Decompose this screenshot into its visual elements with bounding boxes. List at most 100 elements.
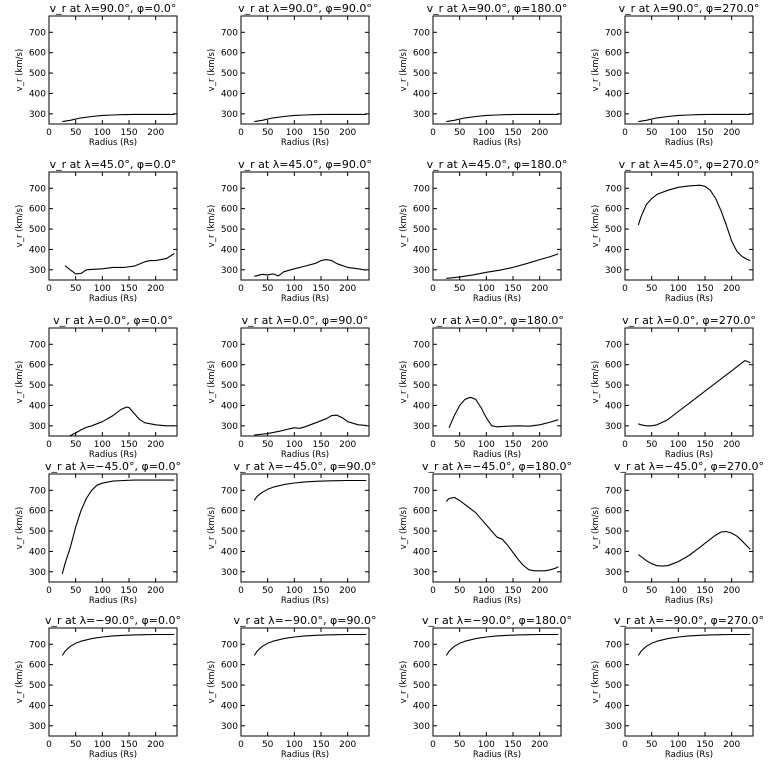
panel-12: v_r at λ=0.0°, φ=270.0° 0 50 100 150 200 300 40… xyxy=(591,314,756,460)
x-tick-label: 200 xyxy=(531,586,548,596)
x-tick-label: 50 xyxy=(70,440,82,450)
series-line xyxy=(254,259,367,277)
y-axis-label: v_r (km/s) xyxy=(591,507,601,550)
panel-title: v_r at λ=45.0°, φ=90.0° xyxy=(238,158,372,171)
plot-frame xyxy=(432,473,562,583)
y-axis-label: v_r (km/s) xyxy=(15,507,25,550)
x-tick-label: 150 xyxy=(696,440,713,450)
x-tick-label: 200 xyxy=(147,440,164,450)
x-tick-label: 50 xyxy=(646,740,658,750)
y-tick-label: 300 xyxy=(221,568,238,578)
x-axis-label: Radius (Rs) xyxy=(89,294,137,304)
series-line xyxy=(61,633,175,656)
panel-title: v_r at λ=45.0°, φ=270.0° xyxy=(619,158,760,171)
y-tick-label: 700 xyxy=(221,28,238,38)
y-tick-label: 600 xyxy=(29,205,46,215)
y-tick-label: 700 xyxy=(413,486,430,496)
y-axis-label: v_r (km/s) xyxy=(15,361,25,404)
panel-title: v_r at λ=45.0°, φ=0.0° xyxy=(50,158,177,171)
y-tick-label: 300 xyxy=(29,110,46,120)
y-tick-label: 600 xyxy=(605,661,622,671)
panel-title: v_r at λ=−45.0°, φ=180.0° xyxy=(422,460,572,473)
x-tick-label: 100 xyxy=(286,284,303,294)
y-tick-label: 600 xyxy=(413,205,430,215)
y-tick-label: 700 xyxy=(605,184,622,194)
series-line xyxy=(61,479,175,574)
x-tick-label: 0 xyxy=(622,440,628,450)
y-tick-label: 700 xyxy=(29,340,46,350)
x-tick-label: 100 xyxy=(478,440,495,450)
panel-title: v_r at λ=−90.0°, φ=270.0° xyxy=(614,614,764,627)
y-tick-label: 700 xyxy=(413,184,430,194)
y-axis-label: v_r (km/s) xyxy=(207,49,217,92)
y-axis-label: v_r (km/s) xyxy=(399,661,409,704)
y-tick-label: 700 xyxy=(413,640,430,650)
x-tick-label: 100 xyxy=(670,740,687,750)
y-tick-label: 500 xyxy=(605,527,622,537)
y-tick-label: 500 xyxy=(413,381,430,391)
x-tick-label: 150 xyxy=(696,128,713,138)
panel-title: v_r at λ=−45.0°, φ=270.0° xyxy=(614,460,764,473)
x-tick-label: 150 xyxy=(504,284,521,294)
x-tick-label: 100 xyxy=(670,128,687,138)
x-tick-label: 150 xyxy=(312,586,329,596)
panel-13: v_r at λ=−45.0°, φ=0.0° 0 50 100 150 200 300 40… xyxy=(15,460,181,606)
y-tick-label: 300 xyxy=(29,568,46,578)
y-tick-label: 700 xyxy=(605,640,622,650)
y-axis-label: v_r (km/s) xyxy=(399,205,409,248)
y-tick-label: 600 xyxy=(29,361,46,371)
x-tick-label: 200 xyxy=(339,128,356,138)
panel-2: v_r at λ=90.0°, φ=90.0° 0 50 100 150 200 300 40… xyxy=(207,2,372,148)
x-axis-label: Radius (Rs) xyxy=(281,750,329,760)
y-tick-label: 500 xyxy=(413,69,430,79)
plot-frame xyxy=(48,473,178,583)
x-tick-label: 150 xyxy=(504,128,521,138)
x-tick-label: 200 xyxy=(339,284,356,294)
y-axis-label: v_r (km/s) xyxy=(15,205,25,248)
panel-title: v_r at λ=90.0°, φ=180.0° xyxy=(427,2,568,15)
panel-title: v_r at λ=−90.0°, φ=90.0° xyxy=(234,614,377,627)
y-tick-label: 500 xyxy=(221,225,238,235)
y-tick-label: 300 xyxy=(605,422,622,432)
plot-frame xyxy=(48,15,178,125)
x-tick-label: 200 xyxy=(339,440,356,450)
y-tick-label: 300 xyxy=(413,722,430,732)
series-line xyxy=(253,479,367,501)
y-tick-label: 500 xyxy=(413,225,430,235)
y-tick-label: 700 xyxy=(221,486,238,496)
y-axis-label: v_r (km/s) xyxy=(207,205,217,248)
series-line xyxy=(254,414,367,436)
y-tick-label: 700 xyxy=(413,28,430,38)
panel-3: v_r at λ=90.0°, φ=180.0° 0 50 100 150 200 300 4… xyxy=(399,2,567,148)
panel-title: v_r at λ=45.0°, φ=180.0° xyxy=(427,158,568,171)
y-tick-label: 600 xyxy=(413,49,430,59)
series-line xyxy=(637,633,751,656)
x-tick-label: 100 xyxy=(286,440,303,450)
x-tick-label: 100 xyxy=(670,284,687,294)
x-tick-label: 100 xyxy=(478,740,495,750)
x-tick-label: 0 xyxy=(622,586,628,596)
x-tick-label: 50 xyxy=(454,284,466,294)
y-tick-label: 300 xyxy=(221,422,238,432)
y-tick-label: 600 xyxy=(221,361,238,371)
y-axis-label: v_r (km/s) xyxy=(399,361,409,404)
panel-1: v_r at λ=90.0°, φ=0.0° 0 50 100 150 200 300 400… xyxy=(15,2,178,148)
x-tick-label: 0 xyxy=(622,740,628,750)
x-tick-label: 150 xyxy=(312,440,329,450)
panel-title: v_r at λ=0.0°, φ=0.0° xyxy=(53,314,173,327)
x-tick-label: 0 xyxy=(622,128,628,138)
x-tick-label: 150 xyxy=(120,128,137,138)
y-tick-label: 300 xyxy=(413,110,430,120)
y-tick-label: 700 xyxy=(29,640,46,650)
x-tick-label: 150 xyxy=(504,586,521,596)
y-tick-label: 600 xyxy=(221,49,238,59)
x-tick-label: 50 xyxy=(70,284,82,294)
x-tick-label: 100 xyxy=(286,586,303,596)
y-axis-label: v_r (km/s) xyxy=(207,507,217,550)
x-tick-label: 200 xyxy=(723,284,740,294)
y-tick-label: 400 xyxy=(221,245,238,255)
x-tick-label: 100 xyxy=(670,586,687,596)
y-tick-label: 300 xyxy=(221,722,238,732)
x-tick-label: 0 xyxy=(46,284,52,294)
